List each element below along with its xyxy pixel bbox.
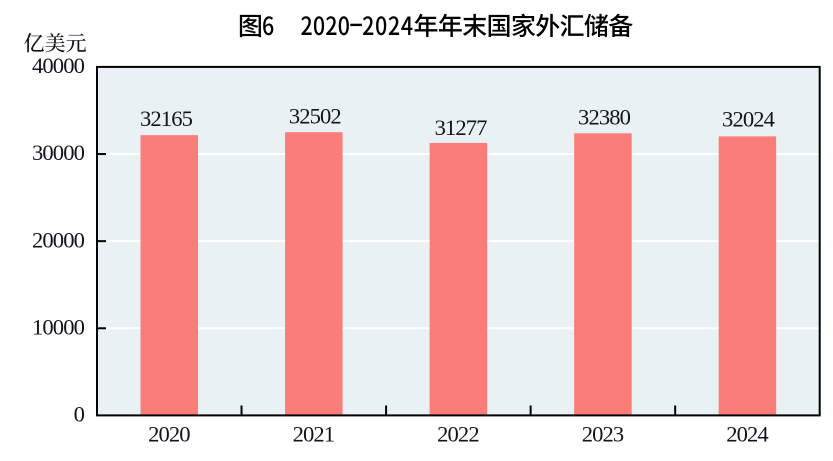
svg-text:32502: 32502 <box>289 104 342 129</box>
svg-text:32380: 32380 <box>578 104 631 129</box>
svg-text:0: 0 <box>74 402 85 427</box>
svg-text:31277: 31277 <box>435 115 488 140</box>
svg-text:2020: 2020 <box>148 422 190 447</box>
svg-text:2024: 2024 <box>726 422 768 447</box>
svg-text:10000: 10000 <box>32 314 85 339</box>
svg-text:30000: 30000 <box>32 140 85 165</box>
svg-text:20000: 20000 <box>32 227 85 252</box>
svg-text:2021: 2021 <box>293 422 335 447</box>
svg-text:2022: 2022 <box>437 422 479 447</box>
svg-text:2023: 2023 <box>582 422 624 447</box>
svg-text:32024: 32024 <box>722 107 775 132</box>
svg-text:32165: 32165 <box>140 106 193 131</box>
svg-text:40000: 40000 <box>32 53 85 78</box>
